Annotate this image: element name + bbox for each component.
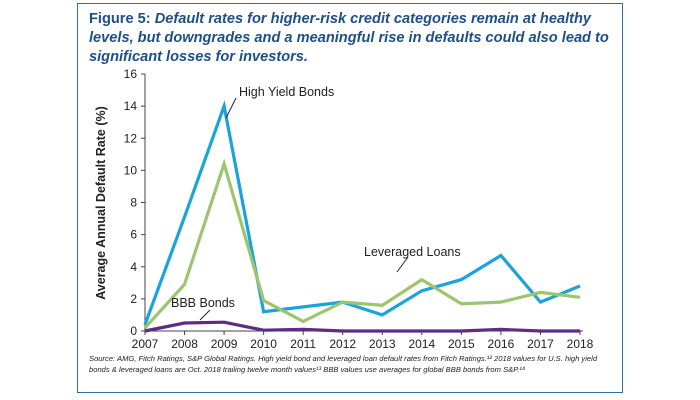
figure-frame — [77, 3, 623, 393]
x-tick-label: 2014 — [408, 337, 435, 351]
series-lines — [143, 100, 581, 333]
x-tick-label: 2010 — [250, 337, 277, 351]
x-tick-label: 2011 — [290, 337, 316, 351]
x-tick-label: 2017 — [527, 337, 554, 351]
x-tick-label: 2013 — [369, 337, 396, 351]
series-annotations: High Yield Bonds Leveraged Loans BBB Bon… — [171, 85, 461, 321]
x-tick-label: 2009 — [211, 337, 238, 351]
y-tick-label: 16 — [124, 67, 138, 81]
y-tick-label: 0 — [130, 324, 137, 338]
bbb-callout-line — [199, 309, 211, 321]
x-tick-label: 2012 — [329, 337, 356, 351]
bbb-bonds-line — [144, 320, 580, 333]
y-tick-label: 8 — [130, 196, 137, 210]
bbb-label: BBB Bonds — [171, 296, 235, 310]
x-tick-label: 2007 — [132, 337, 159, 351]
y-tick-label: 12 — [124, 131, 138, 145]
y-tick-label: 6 — [130, 228, 137, 242]
x-tick-label: 2008 — [171, 337, 198, 351]
figure-number: Figure 5: — [89, 11, 155, 27]
leveraged-callout-line — [396, 256, 409, 273]
high-yield-callout-line — [225, 97, 237, 119]
y-axis-ticks: 0 2 4 6 8 10 12 14 16 — [124, 67, 145, 338]
high-yield-label: High Yield Bonds — [239, 85, 334, 99]
high-yield-bonds-line — [143, 100, 581, 326]
y-axis-label: Average Annual Default Rate (%) — [94, 106, 108, 300]
x-axis-ticks: 2007 2008 2009 2010 2011 2012 2013 2014 2015 2016… — [132, 331, 594, 351]
x-tick-label: 2015 — [448, 337, 475, 351]
x-tick-label: 2018 — [567, 337, 594, 351]
x-tick-label: 2016 — [488, 337, 515, 351]
y-tick-label: 2 — [130, 292, 137, 306]
leveraged-loans-line — [143, 158, 581, 329]
figure-title: Figure 5: Default rates for higher-risk … — [89, 10, 619, 67]
figure-description: Default rates for higher-risk credit cat… — [89, 11, 609, 65]
y-tick-label: 4 — [130, 260, 137, 274]
y-tick-label: 10 — [124, 163, 138, 177]
y-tick-label: 14 — [124, 99, 138, 113]
leveraged-label: Leveraged Loans — [364, 245, 461, 259]
source-note: Source: AMG, Fitch Ratings, S&P Global R… — [89, 354, 598, 375]
